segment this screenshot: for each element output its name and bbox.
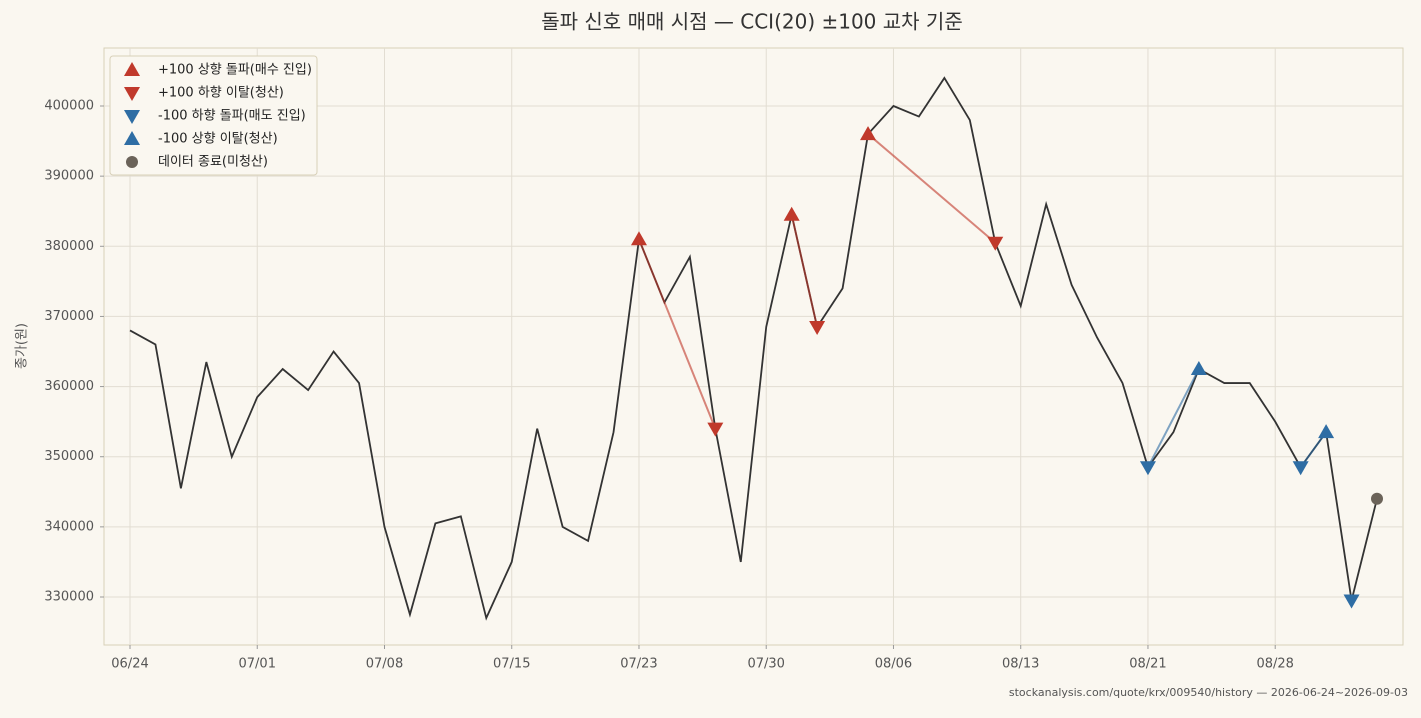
y-tick-label: 380000 (44, 239, 94, 254)
marker-circle (1371, 492, 1383, 505)
legend-label: +100 상향 돌파(매수 진입) (158, 63, 312, 78)
x-tick-label: 06/24 (111, 657, 148, 672)
marker-circle (126, 156, 138, 168)
marker-down (1139, 461, 1156, 476)
trade-line (1147, 368, 1200, 468)
trade-line (638, 238, 717, 430)
marker-up (124, 131, 140, 145)
legend-label: 데이터 종료(미청산) (158, 155, 268, 170)
price-line (129, 76, 1378, 621)
marker-up (860, 126, 877, 141)
x-tick-label: 07/30 (747, 657, 784, 672)
marker-down (1292, 461, 1309, 476)
x-tick-label: 08/06 (875, 657, 912, 672)
legend-label: -100 하향 돌파(매도 진입) (158, 109, 306, 124)
x-tick-label: 07/23 (620, 657, 657, 672)
trade-line (790, 214, 819, 328)
y-tick-label: 360000 (44, 379, 94, 394)
y-tick-label: 340000 (44, 519, 94, 534)
marker-down (809, 320, 826, 335)
marker-down (124, 87, 140, 101)
legend-label: +100 하향 이탈(청산) (158, 86, 284, 101)
marker-up (1190, 361, 1207, 376)
trade-line (867, 133, 996, 244)
x-tick-label: 07/08 (366, 657, 403, 672)
x-tick-label: 07/15 (493, 657, 530, 672)
y-tick-label: 390000 (44, 169, 94, 184)
chart-title: 돌파 신호 매매 시점 — CCI(20) ±100 교차 기준 (541, 10, 962, 34)
x-tick-label: 07/01 (239, 657, 276, 672)
marker-down (1343, 594, 1360, 609)
y-tick-label: 370000 (44, 309, 94, 324)
y-tick-label: 350000 (44, 449, 94, 464)
footer: stockanalysis.com/quote/krx/009540/histo… (1009, 686, 1408, 699)
y-tick-label: 400000 (44, 99, 94, 114)
marker-up (783, 206, 800, 221)
x-tick-label: 08/21 (1129, 657, 1166, 672)
plot-frame (103, 47, 1404, 646)
marker-up (630, 231, 647, 246)
x-tick-label: 08/13 (1002, 657, 1039, 672)
marker-down (124, 110, 140, 124)
y-axis-label: 종가(원) (15, 323, 30, 369)
legend-box (109, 55, 318, 176)
marker-down (987, 236, 1004, 251)
marker-up (1318, 424, 1335, 439)
marker-up (124, 62, 140, 76)
x-tick-label: 08/28 (1256, 657, 1293, 672)
legend-label: -100 상향 이탈(청산) (158, 132, 278, 147)
legend: +100 상향 돌파(매수 진입) +100 하향 이탈(청산) -100 하향 돌… (109, 55, 318, 176)
marker-down (707, 422, 724, 437)
y-tick-label: 330000 (44, 590, 94, 605)
